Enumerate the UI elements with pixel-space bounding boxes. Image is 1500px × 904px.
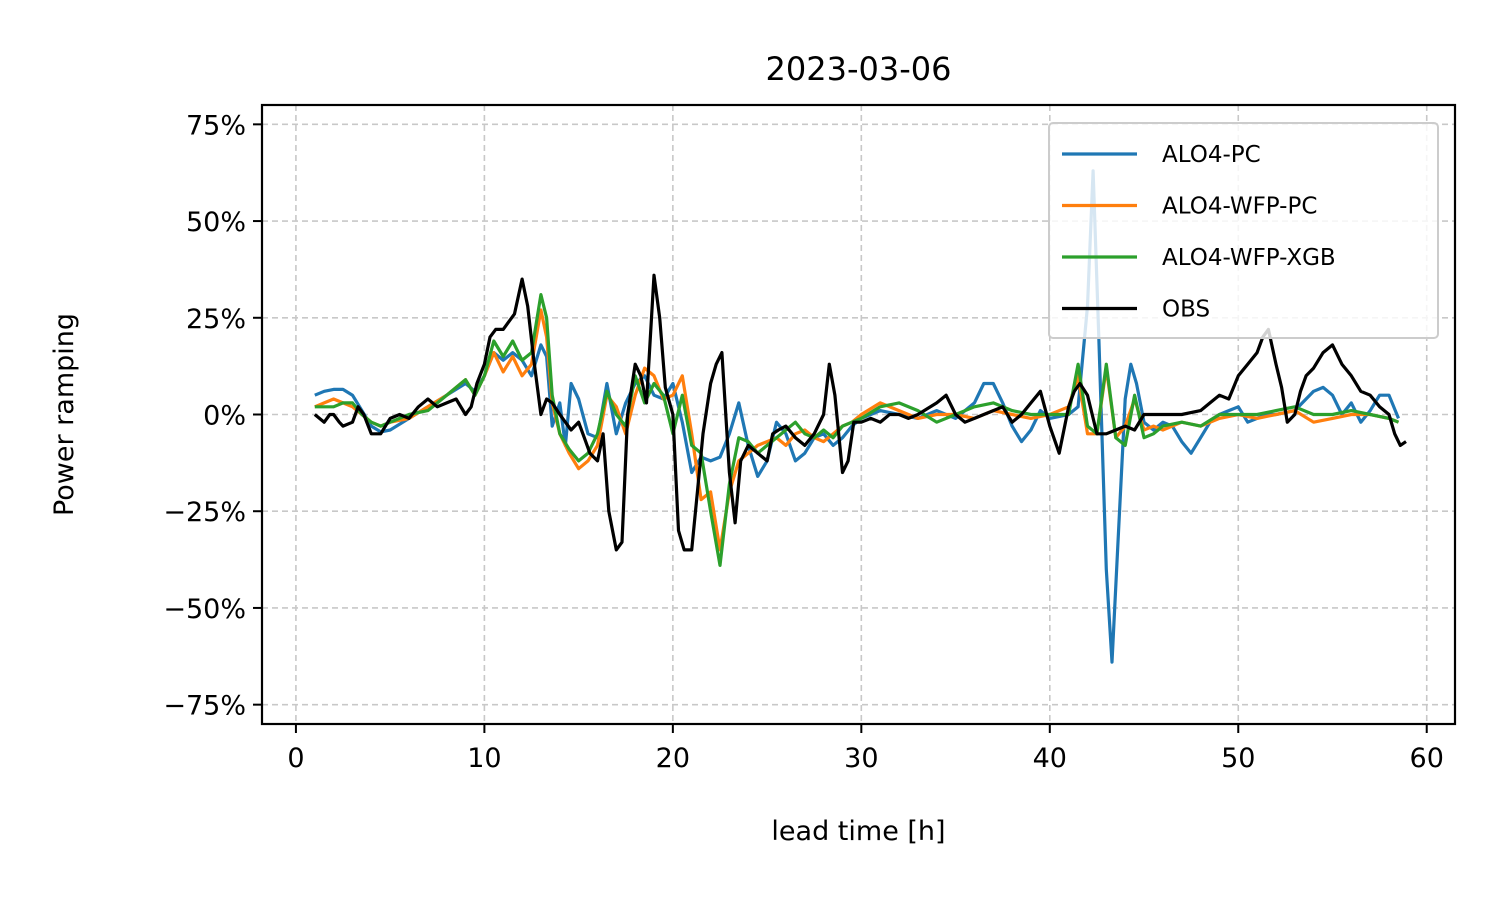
x-tick-label: 0 (287, 743, 304, 774)
chart-title: 2023-03-06 (766, 50, 952, 88)
legend-label-obs: OBS (1162, 297, 1210, 323)
series-lines (313, 169, 1407, 664)
x-tick-label: 30 (844, 743, 878, 774)
series-line-obs (313, 273, 1407, 552)
x-axis-label: lead time [h] (771, 816, 945, 847)
legend-label-alo4-wfp-pc: ALO4-WFP-PC (1162, 194, 1317, 220)
y-tick-label: 0% (203, 401, 246, 432)
x-tick-label: 40 (1033, 743, 1067, 774)
y-tick-label: −50% (163, 594, 246, 625)
y-tick-label: 50% (186, 207, 246, 238)
legend-label-alo4-wfp-xgb: ALO4-WFP-XGB (1162, 245, 1336, 271)
legend-label-alo4-pc: ALO4-PC (1162, 142, 1261, 168)
x-tick-label: 60 (1410, 743, 1444, 774)
y-tick-label: −75% (163, 691, 246, 722)
x-tick-label: 50 (1221, 743, 1255, 774)
y-tick-label: −25% (163, 497, 246, 528)
y-tick-label: 25% (186, 304, 246, 335)
series-line-alo4-wfp-xgb (314, 293, 1400, 567)
x-tick-label: 20 (656, 743, 690, 774)
y-axis-label: Power ramping (49, 313, 80, 516)
y-tick-label: 75% (186, 110, 246, 141)
legend: ALO4-PC ALO4-WFP-PC ALO4-WFP-XGB OBS (1048, 122, 1439, 339)
x-tick-label: 10 (467, 743, 501, 774)
series-line-alo4-wfp-pc (314, 308, 1400, 552)
axis-ticks: 0 10 20 30 40 50 60 75% 50% 25% 0% −25% −50% −75% (163, 110, 1444, 774)
legend-box (1048, 122, 1439, 339)
